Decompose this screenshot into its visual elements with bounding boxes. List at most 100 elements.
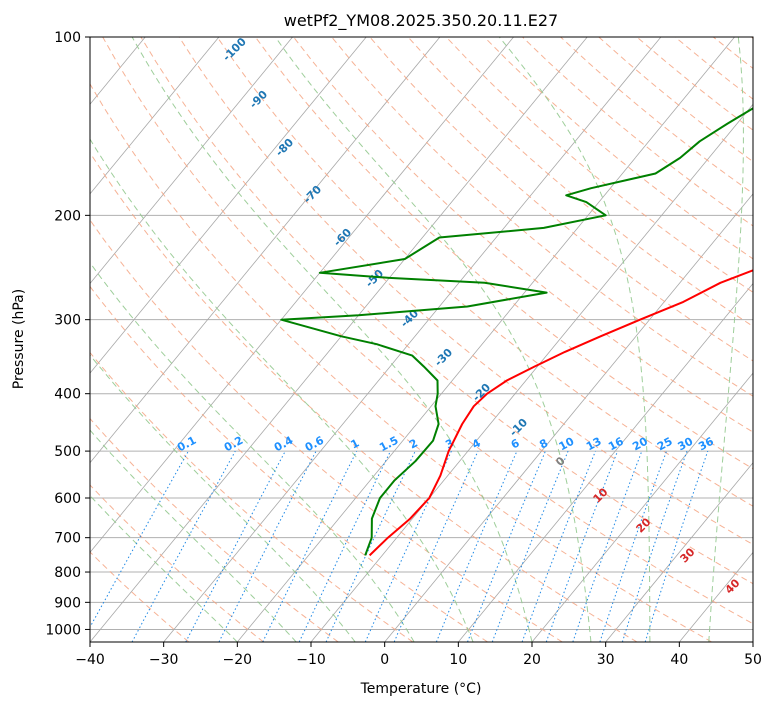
dry-adiabat-line: [90, 219, 563, 642]
mixing-ratio-line: [185, 450, 286, 642]
moist-adiabat-line: [90, 429, 297, 642]
x-tick-label: 10: [449, 652, 467, 668]
grid-lines: [90, 37, 753, 642]
plot-area: 0.1 0.2 0.4 0.6 1 1.5 2 3 4 6 8 10 13 16 20 25 30 36-100-…: [90, 35, 753, 642]
dry-adiabat-line: [522, 37, 753, 227]
mixing-ratio-label: 25: [655, 435, 675, 454]
mixing-ratio-line: [467, 450, 546, 642]
dry-adiabat-line: [90, 417, 339, 642]
x-tick-label: 50: [744, 652, 762, 668]
moist-adiabats: [90, 37, 744, 642]
dry-adiabat-label: -70: [301, 183, 324, 206]
mixing-ratio-line: [545, 450, 619, 642]
dry-adiabat-line: [445, 37, 753, 293]
isotherm-line: [90, 37, 588, 642]
mixing-ratio-label: 13: [584, 435, 604, 454]
chart-title: wetPf2_YM08.2025.350.20.11.E27: [284, 11, 558, 31]
moist-adiabat-line: [498, 37, 651, 642]
moist-adiabat-line: [90, 494, 238, 642]
mixing-ratio-label: 30: [676, 435, 696, 454]
background-line-labels: 0.1 0.2 0.4 0.6 1 1.5 2 3 4 6 8 10 13 16 20 25 30 36-100-…: [175, 35, 743, 597]
isotherm-line: [605, 462, 753, 642]
x-tick-label: −30: [149, 652, 179, 668]
dry-adiabat-label: -80: [273, 136, 296, 159]
x-axis-ticks: −40 −30 −20 −10 0 10 20 30 40 50: [75, 642, 762, 668]
dry-adiabat-label: -60: [331, 226, 354, 249]
plot-frame: [89, 36, 754, 643]
mixing-ratio-label: 20: [630, 435, 650, 454]
dry-adiabats: [90, 37, 753, 642]
x-axis-label: Temperature (°C): [360, 681, 482, 697]
mixing-ratio-line: [644, 450, 709, 642]
dry-adiabat-label: -100: [220, 35, 249, 64]
sounding-series: [280, 107, 753, 557]
isotherm-line: [458, 282, 753, 642]
isotherm-line: [163, 37, 662, 642]
mixing-ratio-label: 10: [557, 435, 577, 454]
isotherm-line: [237, 37, 735, 642]
y-tick-label: 100: [54, 30, 81, 46]
mixing-ratio-label: 4: [470, 436, 483, 451]
isotherm-line: [531, 372, 753, 642]
dry-adiabat-label: -30: [432, 346, 455, 369]
y-tick-label: 700: [54, 531, 81, 547]
mixing-ratio-line: [90, 450, 189, 629]
mixing-ratio-line: [298, 450, 391, 642]
moist-adiabat-line: [90, 138, 474, 642]
y-tick-label: 300: [54, 313, 81, 329]
mixing-ratio-label: 2: [407, 436, 420, 451]
mixing-ratio-line: [599, 450, 667, 642]
mixing-ratio-line: [572, 450, 643, 642]
dry-adiabat-line: [90, 151, 638, 642]
moist-adiabat-line: [131, 37, 533, 642]
moist-adiabat-line: [90, 354, 356, 642]
dry-adiabat-label: -90: [247, 88, 270, 111]
y-tick-label: 900: [54, 595, 81, 611]
x-tick-label: −40: [75, 652, 105, 668]
dry-adiabat-line: [331, 37, 753, 397]
x-tick-label: −10: [296, 652, 326, 668]
moist-adiabat-label: 40: [723, 576, 743, 596]
dry-adiabat-line: [636, 37, 753, 131]
dry-adiabat-line: [254, 37, 753, 470]
y-tick-label: 400: [54, 387, 81, 403]
y-tick-label: 200: [54, 208, 81, 224]
dry-adiabat-line: [293, 37, 753, 433]
mixing-ratio-line: [491, 450, 569, 642]
isotherm-line: [90, 37, 441, 464]
x-tick-label: 0: [380, 652, 389, 668]
y-axis-ticks: 100 200 300 400 500 600 700 800 900 1000: [45, 30, 90, 638]
dry-adiabat-line: [90, 484, 264, 642]
mixing-ratio-lines: [90, 450, 709, 642]
mixing-ratio-line: [521, 450, 596, 642]
mixing-ratio-line: [364, 450, 452, 642]
dry-adiabat-line: [90, 285, 488, 642]
isotherm-line: [310, 103, 753, 642]
moist-adiabat-label: 30: [678, 545, 698, 565]
moist-adiabat-label: 0: [553, 454, 568, 469]
moist-adiabat-label: 20: [634, 515, 654, 535]
mixing-ratio-label: 1: [349, 436, 362, 451]
y-tick-label: 500: [54, 444, 81, 460]
dry-adiabat-line: [90, 83, 712, 642]
temperature-line: [368, 269, 753, 557]
dry-adiabat-line: [369, 37, 753, 362]
y-tick-label: 1000: [45, 622, 81, 638]
isotherm-line: [90, 37, 514, 554]
isotherm-line: [90, 37, 367, 374]
dewpoint-line: [280, 107, 753, 556]
moist-adiabat-line: [274, 37, 592, 642]
mixing-ratio-line: [262, 450, 358, 642]
isotherm-line: [384, 193, 753, 642]
x-tick-label: 30: [597, 652, 615, 668]
y-axis-label: Pressure (hPa): [11, 289, 27, 389]
mixing-ratio-line: [621, 450, 688, 642]
x-tick-label: −20: [223, 652, 253, 668]
dry-adiabat-line: [90, 351, 414, 642]
y-tick-label: 600: [54, 491, 81, 507]
mixing-ratio-line: [393, 450, 479, 642]
dry-adiabat-label: -10: [507, 416, 530, 439]
mixing-ratio-line: [218, 450, 317, 642]
moist-adiabat-label: 10: [591, 485, 611, 505]
